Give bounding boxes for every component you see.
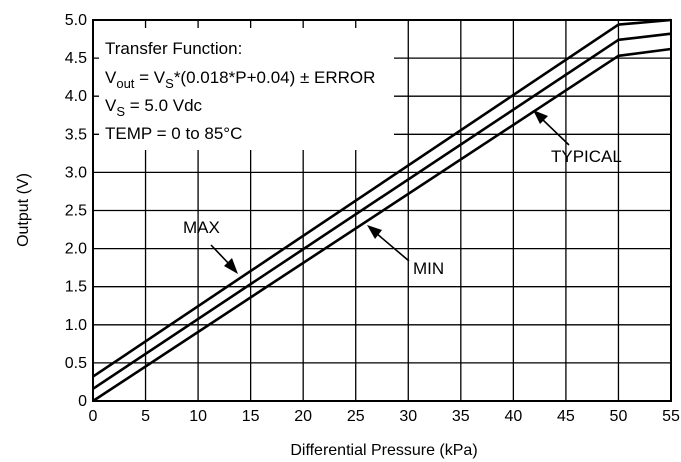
x-tick-label: 30	[399, 408, 417, 425]
y-tick-label: 1.0	[65, 317, 87, 334]
min-arrow-head	[367, 225, 382, 239]
y-tick-label: 4.0	[65, 88, 87, 105]
y-axis-label: Output (V)	[15, 173, 32, 247]
max-arrow-head	[224, 258, 238, 274]
transfer-function-equation: Vout = VS*(0.018*P+0.04) ± ERROR	[105, 68, 375, 91]
x-tick-label: 20	[294, 408, 312, 425]
y-tick-label: 0.5	[65, 355, 87, 372]
x-tick-label: 50	[610, 408, 628, 425]
x-tick-label: 15	[242, 408, 260, 425]
y-tick-label: 0	[78, 393, 87, 410]
series-label-min: MIN	[413, 259, 444, 278]
transfer-function-title: Transfer Function:	[105, 39, 242, 58]
series-line-min	[92, 47, 672, 403]
temperature-note: TEMP = 0 to 85°C	[105, 124, 242, 143]
x-tick-label: 55	[662, 408, 680, 425]
plot-frame	[92, 19, 672, 402]
x-axis-label: Differential Pressure (kPa)	[290, 442, 477, 459]
x-tick-label: 40	[504, 408, 522, 425]
y-axis-ticks: 0 0.5 1.0 1.5 2.0 2.5 3.0 3.5 4.0 4.5 5.0	[65, 12, 87, 410]
supply-voltage-note: VS = 5.0 Vdc	[105, 96, 203, 119]
y-tick-label: 2.0	[65, 241, 87, 258]
series-label-max: MAX	[183, 218, 220, 237]
x-tick-label: 25	[347, 408, 365, 425]
typical-arrow-head	[533, 110, 548, 124]
series-line-typical	[92, 32, 672, 390]
x-tick-label: 45	[557, 408, 575, 425]
y-tick-label: 3.5	[65, 126, 87, 143]
series-label-typical: TYPICAL	[551, 147, 622, 166]
y-tick-label: 5.0	[65, 12, 87, 29]
y-tick-label: 4.5	[65, 50, 87, 67]
y-tick-label: 2.5	[65, 203, 87, 220]
annotation-box	[99, 28, 394, 150]
x-tick-label: 35	[452, 408, 470, 425]
y-tick-label: 3.0	[65, 164, 87, 181]
y-tick-label: 1.5	[65, 279, 87, 296]
typical-arrow-line	[541, 118, 570, 146]
x-axis-ticks: 0 5 10 15 20 25 30 35 40 45 50 55	[89, 408, 680, 425]
series-group	[92, 18, 672, 403]
x-tick-label: 10	[189, 408, 207, 425]
x-tick-label: 0	[89, 408, 98, 425]
series-line-max	[92, 18, 672, 378]
min-arrow-line	[375, 232, 410, 262]
x-tick-label: 5	[141, 408, 150, 425]
